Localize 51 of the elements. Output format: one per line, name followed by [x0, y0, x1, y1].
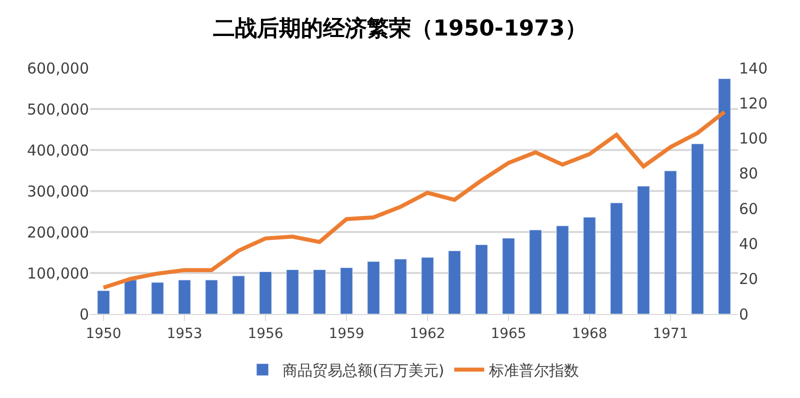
x-tick-label: 1971 [652, 326, 688, 342]
bar [205, 280, 218, 314]
bar [637, 186, 650, 314]
bar [178, 280, 191, 314]
y2-tick-label: 20 [739, 270, 758, 288]
x-tick-label: 1965 [490, 326, 526, 342]
y2-tick-label: 80 [739, 164, 758, 183]
legend-label: 商品贸易总额(百万美元) [282, 361, 444, 380]
bar [394, 258, 407, 314]
y2-tick-label: 60 [739, 200, 758, 218]
x-tick-label: 1950 [86, 326, 122, 342]
bar [97, 290, 110, 314]
y-tick-label: 100,000 [26, 264, 89, 282]
x-tick-label: 1959 [328, 326, 364, 342]
bar [151, 282, 164, 314]
y-tick-label: 400,000 [26, 141, 89, 160]
line-series [102, 110, 726, 290]
y2-tick-label: 140 [739, 59, 768, 78]
bar [502, 238, 515, 314]
y2-tick-label: 0 [739, 305, 749, 324]
x-tick-label: 1956 [248, 326, 284, 342]
y2-tick-label: 120 [739, 94, 768, 112]
bar [124, 280, 137, 314]
bar [421, 257, 434, 314]
bar [259, 272, 272, 314]
bar [448, 250, 461, 314]
bar [556, 226, 569, 314]
bar [475, 244, 488, 314]
y-tick-label: 0 [79, 305, 89, 324]
bar [286, 269, 299, 314]
bar [664, 170, 677, 314]
y2-tick-label: 40 [739, 234, 758, 253]
x-tick-label: 1962 [410, 326, 446, 342]
bar [583, 216, 596, 314]
y-tick-label: 500,000 [26, 100, 89, 118]
bar [340, 267, 353, 314]
bar [691, 144, 704, 314]
x-tick-label: 1953 [166, 326, 202, 342]
bar [610, 202, 623, 314]
bar [313, 269, 326, 314]
y-tick-label: 600,000 [26, 59, 89, 78]
x-tick-label: 1968 [572, 326, 608, 342]
bar [367, 261, 380, 314]
y-tick-label: 300,000 [26, 182, 89, 200]
bar [232, 276, 245, 314]
y2-tick-label: 100 [739, 130, 768, 148]
chart-title: 二战后期的经济繁荣（1950-1973） [213, 15, 587, 42]
legend-label: 标准普尔指数 [488, 361, 580, 380]
bar [718, 78, 731, 314]
y-tick-label: 200,000 [26, 223, 89, 242]
bar [529, 230, 542, 314]
